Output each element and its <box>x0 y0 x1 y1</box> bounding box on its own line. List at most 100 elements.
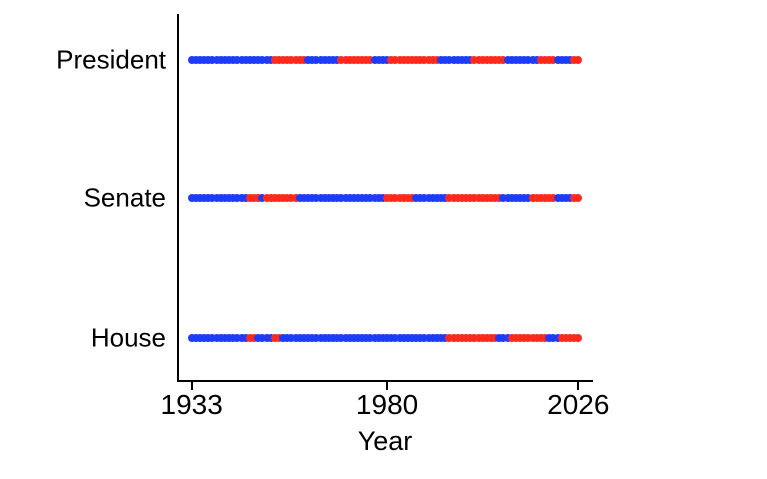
timeline-dot <box>541 55 550 64</box>
timeline-dot <box>200 193 209 202</box>
timeline-dot <box>274 193 283 202</box>
timeline-dot <box>333 333 342 342</box>
timeline-dot <box>403 193 412 202</box>
timeline-dot <box>258 193 267 202</box>
timeline-dot <box>462 193 471 202</box>
timeline-dot <box>329 55 338 64</box>
timeline-dot <box>399 193 408 202</box>
timeline-dot <box>279 193 288 202</box>
timeline-dot <box>187 55 196 64</box>
timeline-dot <box>420 193 429 202</box>
timeline-dot <box>449 193 458 202</box>
timeline-dot <box>258 55 267 64</box>
timeline-dot <box>487 333 495 342</box>
timeline-dot <box>536 193 545 202</box>
timeline-dot <box>437 55 446 64</box>
timeline-dot <box>349 193 358 202</box>
timeline-dot <box>299 55 308 64</box>
timeline-dot <box>408 333 417 342</box>
timeline-dot <box>316 333 325 342</box>
timeline-dot <box>557 333 566 342</box>
timeline-dot <box>528 333 537 342</box>
timeline-dot <box>499 55 508 64</box>
timeline-dot <box>412 333 421 342</box>
timeline-dot <box>482 333 491 342</box>
timeline-dot <box>353 193 362 202</box>
timeline-dot <box>532 333 541 342</box>
timeline-dot <box>416 55 425 64</box>
timeline-dot <box>474 55 483 64</box>
timeline-dot <box>432 55 441 64</box>
timeline-dot <box>553 55 562 64</box>
timeline-dot <box>466 55 475 64</box>
timeline-dot <box>212 193 221 202</box>
timeline-dot <box>324 333 333 342</box>
timeline-dot <box>191 193 200 202</box>
timeline-dot <box>541 193 550 202</box>
timeline-dot <box>549 55 558 64</box>
timeline-dot <box>432 333 441 342</box>
timeline-dot <box>200 333 209 342</box>
x-axis-title: Year <box>357 426 413 456</box>
timeline-dot <box>266 55 275 64</box>
timeline-dot <box>345 55 354 64</box>
timeline-dot <box>545 55 554 64</box>
timeline-dot <box>408 193 417 202</box>
timeline-dot <box>270 55 279 64</box>
timeline-dot <box>462 333 471 342</box>
timeline-dot <box>383 193 392 202</box>
timeline-dot <box>212 55 221 64</box>
timeline-dot <box>200 55 209 64</box>
timeline-dot <box>507 333 516 342</box>
timeline-dot <box>237 193 246 202</box>
timeline-dot <box>495 193 504 202</box>
timeline-dot <box>528 193 537 202</box>
timeline-dot <box>524 193 533 202</box>
timeline-dot <box>503 193 512 202</box>
timeline-dot <box>553 193 562 202</box>
timeline-dot <box>279 333 288 342</box>
timeline-dot <box>295 193 304 202</box>
timeline-dot <box>437 333 446 342</box>
timeline-dot <box>387 55 396 64</box>
timeline-dot <box>362 193 371 202</box>
timeline-dot <box>204 55 213 64</box>
x-tick-2026 <box>577 381 580 390</box>
timeline-dot <box>299 193 308 202</box>
timeline-dot <box>216 193 225 202</box>
timeline-dot <box>541 333 550 342</box>
timeline-dot <box>237 333 246 342</box>
timeline-dot <box>549 333 558 342</box>
timeline-dot <box>241 193 250 202</box>
timeline-dot <box>482 193 491 202</box>
timeline-dot <box>258 333 267 342</box>
timeline-dot <box>312 55 321 64</box>
timeline-dot <box>453 333 462 342</box>
x-tick-label-1980: 1980 <box>355 389 419 420</box>
timeline-dot <box>353 333 362 342</box>
timeline-dot <box>316 193 325 202</box>
timeline-dot <box>229 55 238 64</box>
timeline-dot <box>283 55 292 64</box>
timeline-dot <box>245 333 254 342</box>
timeline-dot <box>412 55 421 64</box>
timeline-dot <box>362 333 371 342</box>
timeline-dot <box>241 333 250 342</box>
timeline-dot <box>250 55 259 64</box>
timeline-dot <box>395 193 404 202</box>
timeline-dot <box>349 333 358 342</box>
timeline-dot <box>395 333 404 342</box>
timeline-dot <box>570 55 579 64</box>
timeline-dot <box>378 333 387 342</box>
timeline-dot <box>511 193 520 202</box>
timeline-dot <box>333 193 342 202</box>
timeline-dot <box>312 193 321 202</box>
timeline-dot <box>391 333 400 342</box>
row-label-president: President <box>56 44 166 74</box>
timeline-dot <box>233 55 242 64</box>
timeline-dot <box>466 333 475 342</box>
timeline-dot <box>561 333 570 342</box>
timeline-dot <box>416 193 425 202</box>
timeline-dot <box>304 55 313 64</box>
